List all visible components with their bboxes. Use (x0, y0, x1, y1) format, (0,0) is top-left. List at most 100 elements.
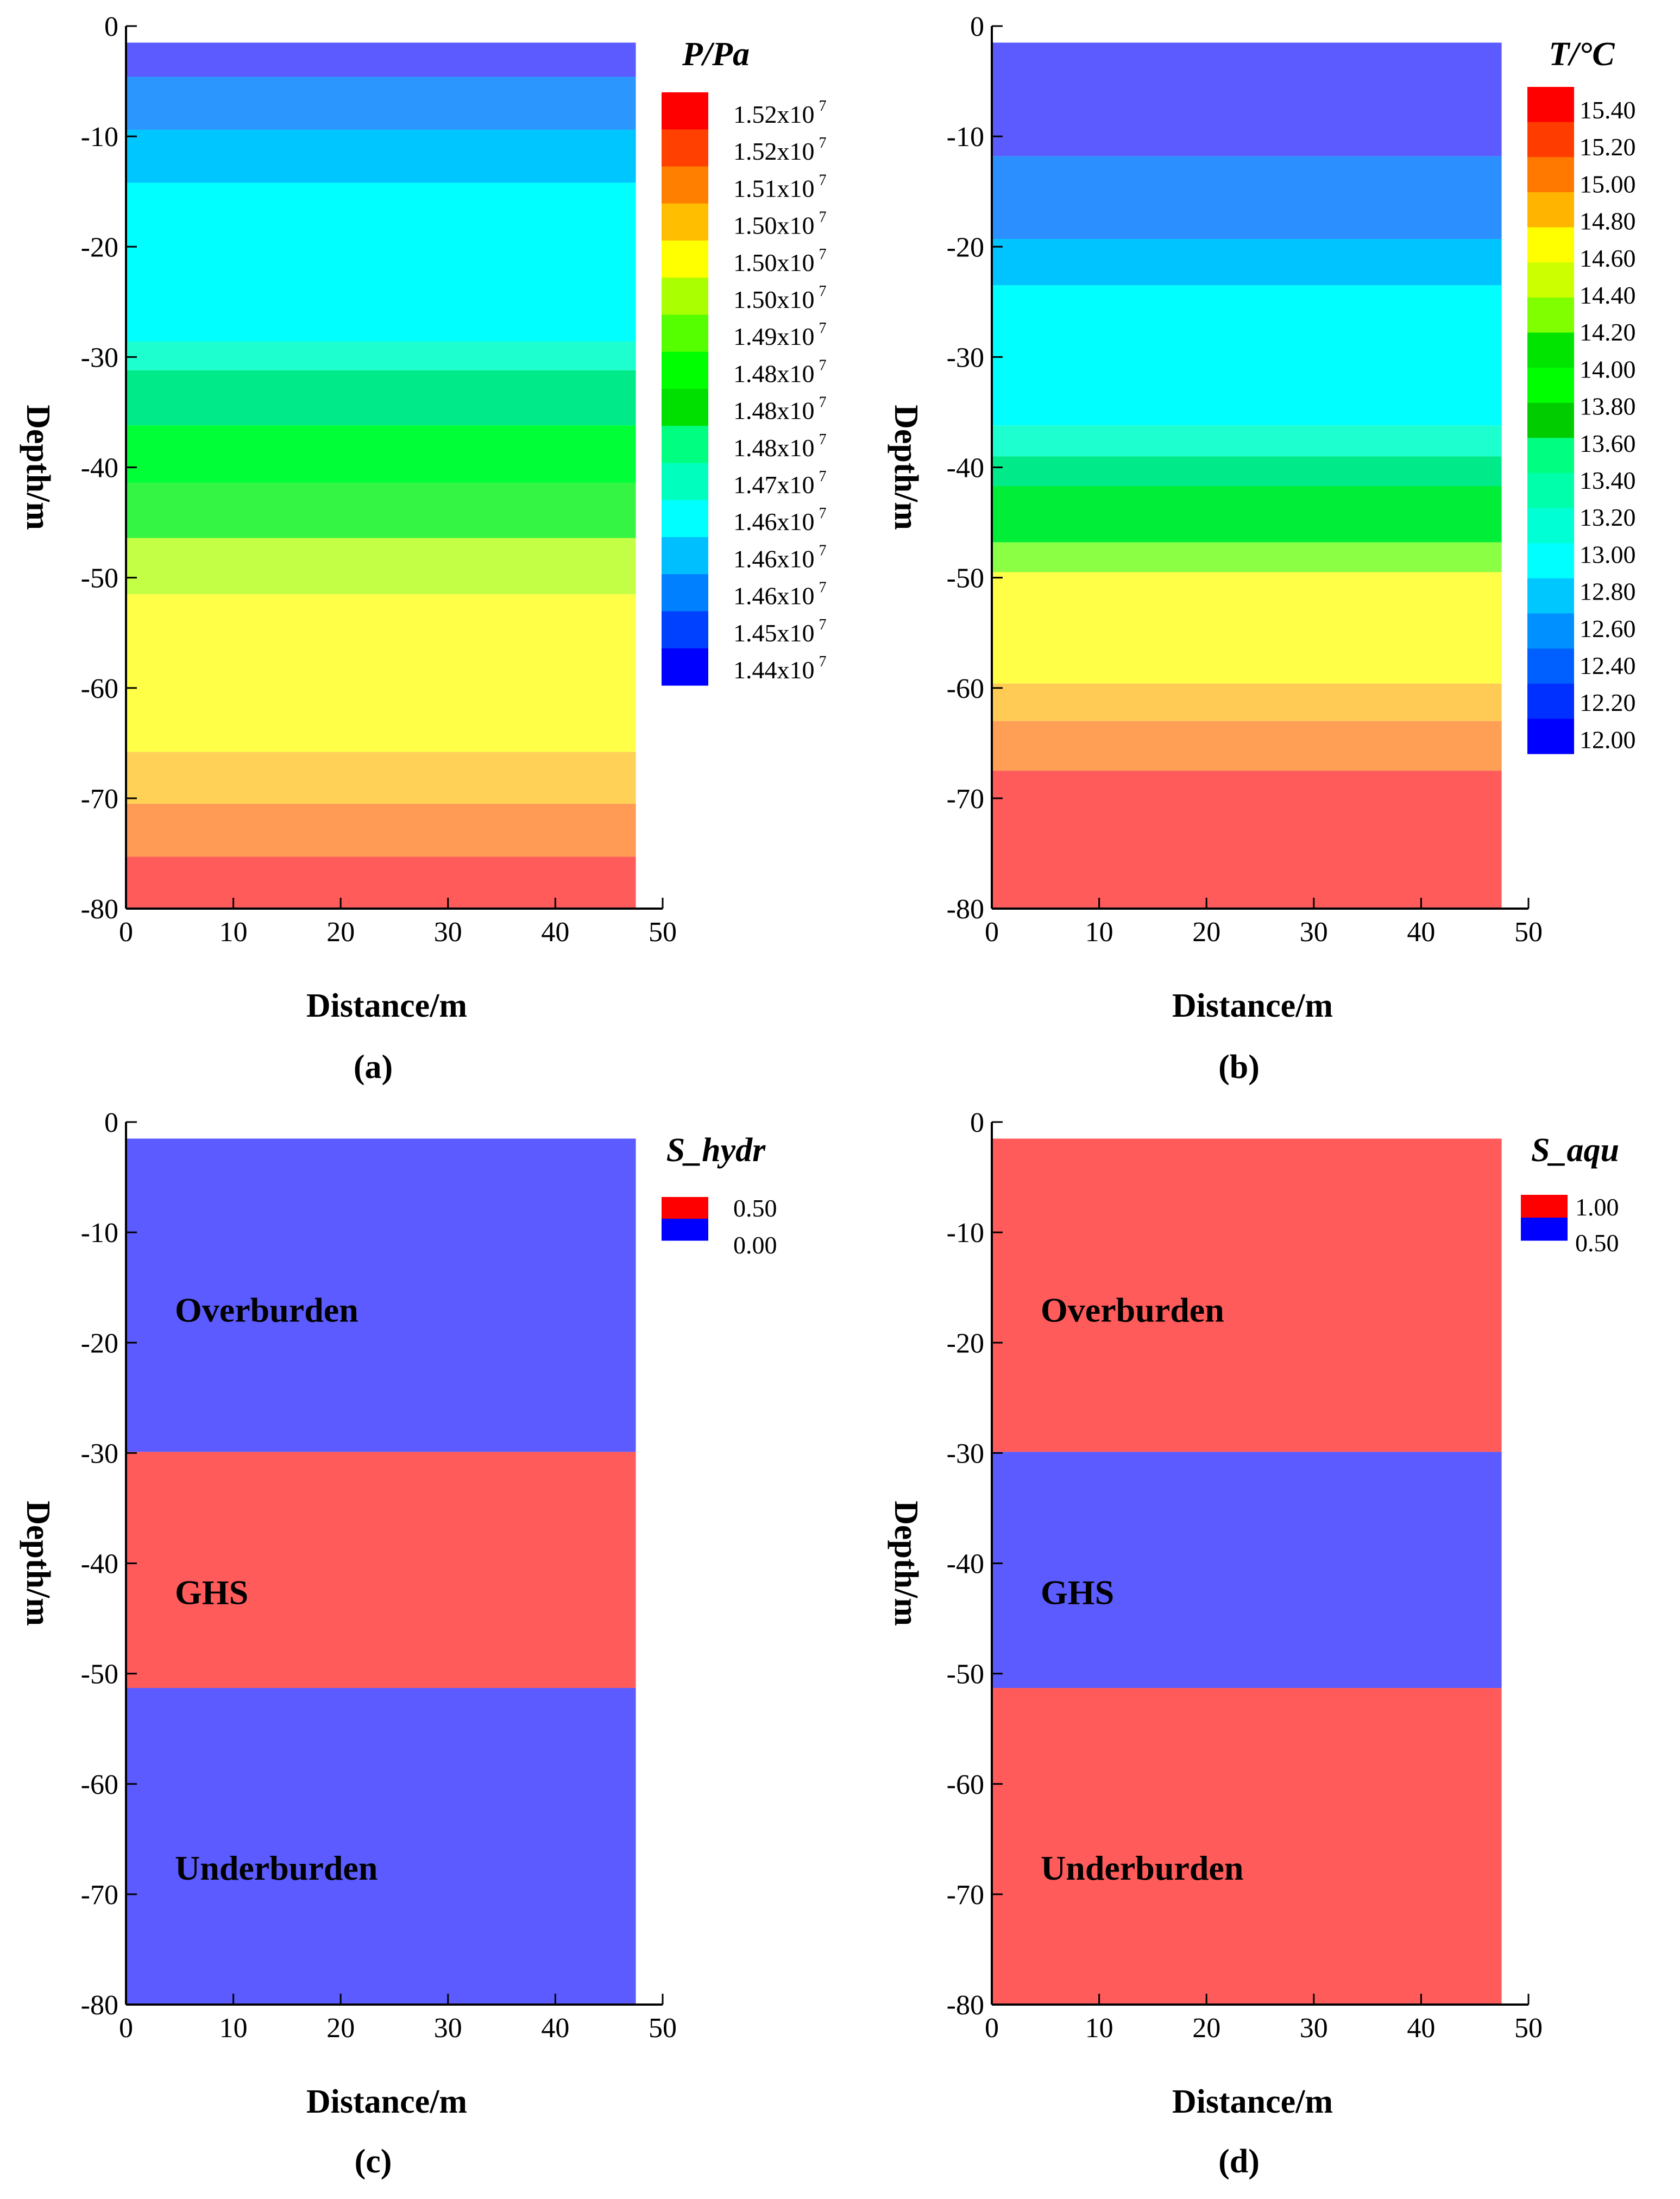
y-tick-label: -10 (81, 122, 118, 153)
legend-color-swatch (662, 500, 708, 538)
legend-label: 15.40 (1580, 96, 1636, 124)
y-tick-label: -70 (81, 1880, 118, 1911)
legend-label: 1.00 (1575, 1193, 1619, 1221)
legend-label: 12.80 (1580, 578, 1636, 606)
x-tick-label: 30 (434, 2013, 462, 2044)
x-tick-label: 20 (1192, 917, 1220, 948)
legend-color-swatch (1527, 648, 1574, 684)
legend-color-swatch (1527, 543, 1574, 579)
x-tick-label: 40 (1407, 917, 1435, 948)
x-tick-label: 10 (219, 2013, 248, 2044)
y-tick-label: -20 (947, 232, 984, 263)
legend-label: 12.40 (1580, 652, 1636, 679)
x-tick-label: 50 (649, 917, 677, 948)
legend-exponent: 7 (819, 246, 827, 263)
y-tick-label: -50 (81, 563, 118, 594)
legend-label: 1.52x10 7 (733, 98, 827, 128)
legend-label: 1.48x10 7 (733, 431, 827, 462)
depth-band (126, 856, 636, 909)
x-tick-label: 20 (326, 917, 355, 948)
legend-exponent: 7 (819, 172, 827, 188)
legend-color-swatch (1527, 613, 1574, 649)
y-tick-label: 0 (104, 11, 118, 42)
legend-color-swatch (662, 611, 708, 649)
y-tick-label: 0 (970, 11, 984, 42)
legend-color-swatch (1527, 472, 1574, 509)
chart-panel-c: 0-10-20-30-40-50-60-70-800 10 20 30 40 50Dist… (20, 1107, 777, 2180)
y-tick-label: -80 (947, 1990, 984, 2021)
depth-band (992, 425, 1502, 457)
region-label: Underburden (175, 1849, 377, 1887)
depth-band (992, 285, 1502, 426)
y-tick-label: 0 (104, 1107, 118, 1138)
panel-caption: (c) (355, 2143, 392, 2180)
depth-band (126, 42, 636, 77)
x-axis-label: Distance/m (1172, 2083, 1333, 2120)
legend-label: 1.50x10 7 (733, 283, 827, 313)
legend-color-swatch (662, 314, 708, 352)
legend-label: 14.80 (1580, 207, 1636, 235)
x-tick-label: 30 (1300, 2013, 1328, 2044)
legend-color-swatch (1527, 719, 1574, 754)
legend-color-swatch (662, 574, 708, 612)
legend-color-swatch (1527, 332, 1574, 368)
y-tick-label: -70 (947, 784, 984, 815)
legend-label: 13.20 (1580, 503, 1636, 531)
legend-exponent: 7 (819, 505, 827, 522)
x-tick-label: 40 (541, 917, 569, 948)
x-tick-label: 30 (1300, 917, 1328, 948)
legend-title: P/Pa (682, 36, 750, 73)
legend-label: 1.48x10 7 (733, 394, 827, 425)
legend-label: 1.46x10 7 (733, 542, 827, 572)
legend-label: 1.45x10 7 (733, 616, 827, 647)
legend-label: 12.00 (1580, 726, 1636, 753)
region-label: Overburden (1041, 1290, 1224, 1329)
legend-color-swatch (1527, 438, 1574, 474)
legend-label: 14.40 (1580, 281, 1636, 309)
legend-color-swatch (662, 648, 708, 686)
depth-band (126, 1688, 636, 2005)
legend-color-swatch (662, 1219, 708, 1241)
y-tick-label: -40 (81, 453, 118, 484)
legend-label: 1.51x10 7 (733, 172, 827, 202)
y-axis-label: Depth/m (20, 405, 56, 530)
legend-color-swatch (662, 1197, 708, 1219)
legend-label: 15.20 (1580, 133, 1636, 161)
legend-label: 1.50x10 7 (733, 209, 827, 240)
legend-exponent: 7 (819, 616, 827, 633)
depth-band (126, 182, 636, 342)
depth-band (992, 156, 1502, 240)
depth-band (992, 721, 1502, 771)
chart-panel-d: 0-10-20-30-40-50-60-70-800 10 20 30 40 50Dist… (888, 1107, 1619, 2180)
legend-label: 1.44x10 7 (733, 653, 827, 684)
legend-label: 1.49x10 7 (733, 320, 827, 350)
depth-band (992, 1138, 1502, 1452)
x-axis-label: Distance/m (306, 987, 467, 1024)
y-tick-label: -40 (81, 1549, 118, 1580)
x-tick-label: 40 (1407, 2013, 1435, 2044)
depth-band (126, 341, 636, 370)
legend-color-swatch (662, 241, 708, 278)
legend-label: 12.20 (1580, 689, 1636, 716)
depth-band (126, 1452, 636, 1688)
depth-band (992, 1452, 1502, 1688)
legend-label: 0.00 (733, 1231, 777, 1259)
legend-label: 12.60 (1580, 615, 1636, 642)
x-tick-label: 50 (1514, 2013, 1543, 2044)
legend-color-swatch (662, 463, 708, 501)
x-tick-label: 50 (649, 2013, 677, 2044)
legend-exponent: 7 (819, 98, 827, 115)
y-tick-label: -20 (81, 1328, 118, 1359)
y-tick-label: -70 (81, 784, 118, 815)
y-tick-label: -50 (947, 1659, 984, 1690)
legend-label: 1.48x10 7 (733, 357, 827, 387)
depth-band (126, 370, 636, 426)
legend-color-swatch (1527, 262, 1574, 298)
legend-exponent: 7 (819, 209, 827, 226)
depth-band (126, 129, 636, 183)
depth-band (126, 594, 636, 752)
legend-exponent: 7 (819, 320, 827, 337)
y-tick-label: -60 (947, 1769, 984, 1800)
legend-label: 1.46x10 7 (733, 579, 827, 610)
y-axis-label: Depth/m (888, 405, 924, 530)
